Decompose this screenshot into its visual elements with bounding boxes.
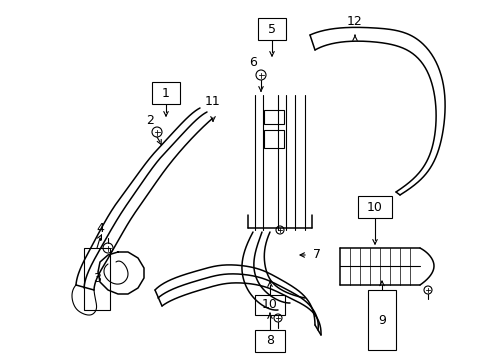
- Bar: [258, 18, 285, 40]
- Text: 12: 12: [346, 15, 362, 28]
- Text: 5: 5: [267, 23, 275, 36]
- Bar: [254, 295, 285, 315]
- Text: 11: 11: [204, 95, 221, 108]
- Text: 10: 10: [366, 201, 382, 213]
- Text: 10: 10: [262, 298, 277, 311]
- Text: 7: 7: [312, 248, 320, 261]
- Bar: [254, 330, 285, 352]
- Text: 2: 2: [146, 113, 154, 126]
- Bar: [152, 82, 180, 104]
- Text: 3: 3: [93, 273, 101, 285]
- Text: 9: 9: [377, 314, 385, 327]
- Bar: [357, 196, 391, 218]
- Bar: [84, 248, 110, 310]
- Text: 1: 1: [162, 86, 170, 99]
- Text: 6: 6: [248, 55, 256, 68]
- Bar: [367, 290, 395, 350]
- Bar: [264, 130, 284, 148]
- Bar: [264, 110, 284, 124]
- Text: 8: 8: [265, 334, 273, 347]
- Text: 4: 4: [96, 221, 104, 234]
